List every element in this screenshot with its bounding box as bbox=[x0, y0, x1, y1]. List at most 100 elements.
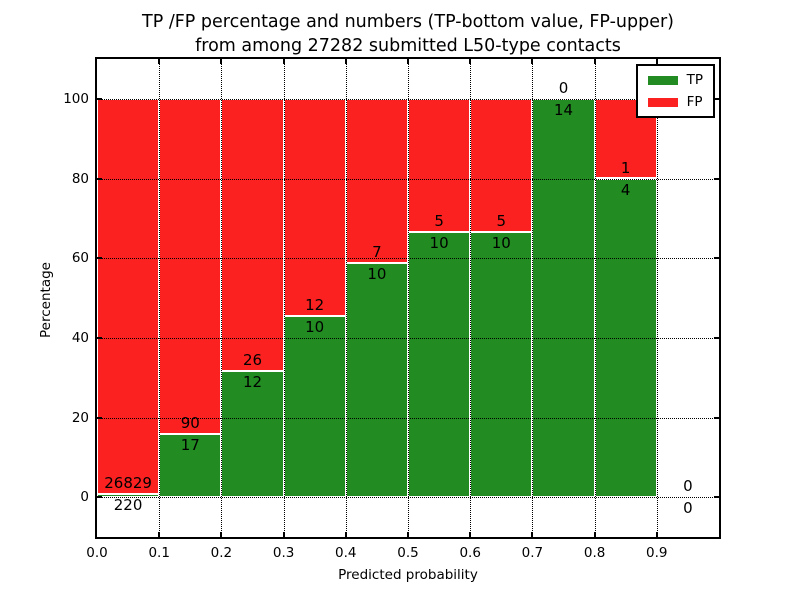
gridline-vertical bbox=[532, 59, 534, 537]
x-tickmark-top bbox=[282, 59, 285, 64]
gridline-vertical bbox=[470, 59, 472, 537]
x-tick-label: 0.8 bbox=[583, 545, 606, 561]
y-tick-label: 80 bbox=[71, 170, 89, 187]
fp-bar-segment bbox=[470, 98, 533, 232]
fp-bar-segment bbox=[283, 98, 346, 317]
y-tickmark-right bbox=[714, 257, 719, 260]
x-tick-label: 0.4 bbox=[335, 545, 357, 561]
tp-bar-segment bbox=[345, 262, 408, 498]
x-tickmark-bottom bbox=[407, 532, 409, 537]
fp-bar-segment bbox=[159, 98, 222, 434]
gridline-vertical bbox=[283, 59, 285, 537]
tp-color-swatch bbox=[647, 75, 678, 85]
gridline-vertical bbox=[656, 59, 658, 537]
x-tickmark-top bbox=[593, 59, 596, 64]
y-tick-label: 100 bbox=[63, 90, 89, 107]
y-tick-label: 20 bbox=[71, 409, 89, 426]
legend-entry-tp: TP bbox=[647, 72, 703, 88]
x-tickmark-bottom bbox=[344, 532, 347, 537]
y-tickmark-left bbox=[97, 97, 102, 100]
fp-count-label: 90 bbox=[180, 413, 200, 432]
tp-bar-segment bbox=[408, 231, 471, 498]
x-tickmark-bottom bbox=[282, 532, 285, 537]
y-tickmark-left bbox=[97, 416, 102, 419]
tp-count-label: 4 bbox=[620, 180, 631, 199]
y-tickmark-right bbox=[714, 496, 719, 499]
gridline-vertical bbox=[345, 59, 347, 537]
x-tickmark-top bbox=[407, 59, 409, 64]
y-tickmark-left bbox=[97, 496, 102, 499]
fp-count-label: 7 bbox=[372, 242, 382, 261]
y-tick-label: 40 bbox=[71, 329, 89, 346]
x-tickmark-bottom bbox=[158, 532, 161, 537]
x-axis-label: Predicted probability bbox=[338, 567, 478, 583]
fp-count-label: 26829 bbox=[104, 473, 152, 492]
fp-color-swatch bbox=[647, 97, 678, 107]
y-tickmark-left bbox=[97, 177, 102, 180]
y-tickmark-right bbox=[714, 336, 719, 339]
gridline-vertical bbox=[408, 59, 409, 537]
y-tickmark-left bbox=[97, 336, 102, 339]
x-tickmark-top bbox=[220, 59, 223, 64]
tp-bar-segment bbox=[283, 316, 346, 498]
plot-area: TP FP 26829 220 90 17 26 12 12 10 7 10 5 10 5 10 0 14 1 4… bbox=[95, 57, 721, 539]
y-tickmark-right bbox=[714, 177, 719, 180]
tp-count-label: 0 bbox=[683, 499, 693, 518]
chart-title-line2: from among 27282 submitted L50-type cont… bbox=[195, 36, 621, 56]
tp-bar-segment bbox=[470, 231, 533, 498]
y-tickmark-right bbox=[714, 416, 719, 419]
fp-bar-segment bbox=[221, 98, 284, 372]
y-tickmark-left bbox=[97, 257, 102, 260]
x-tick-label: 0.2 bbox=[210, 545, 233, 561]
tp-count-label: 10 bbox=[491, 233, 511, 252]
fp-count-label: 5 bbox=[434, 211, 444, 230]
gridline-vertical bbox=[221, 59, 223, 537]
fp-count-label: 0 bbox=[558, 78, 569, 97]
x-tickmark-top bbox=[655, 59, 658, 64]
tp-count-label: 10 bbox=[429, 233, 449, 252]
x-tick-label: 0.6 bbox=[459, 545, 481, 561]
fp-bar-segment bbox=[345, 98, 408, 263]
tp-bar-segment bbox=[159, 433, 222, 498]
x-tick-label: 0.3 bbox=[272, 545, 295, 561]
legend-entry-fp: FP bbox=[647, 94, 703, 110]
x-tickmark-bottom bbox=[593, 532, 596, 537]
x-tickmark-bottom bbox=[220, 532, 223, 537]
y-tick-label: 0 bbox=[80, 489, 89, 506]
gridline-vertical bbox=[159, 59, 161, 537]
x-tick-label: 0.0 bbox=[86, 545, 108, 561]
x-tickmark-bottom bbox=[531, 532, 534, 537]
tp-count-label: 12 bbox=[242, 373, 263, 392]
gridline-vertical bbox=[594, 59, 596, 537]
x-tickmark-bottom bbox=[469, 532, 472, 537]
fp-bar-segment bbox=[97, 98, 160, 494]
fp-count-label: 12 bbox=[305, 296, 325, 315]
x-tick-label: 0.7 bbox=[521, 545, 544, 561]
x-tick-label: 0.1 bbox=[148, 545, 170, 561]
y-tick-label: 60 bbox=[71, 250, 89, 267]
tp-bar-segment bbox=[532, 98, 595, 498]
tp-count-label: 10 bbox=[305, 318, 325, 337]
y-axis-label: Percentage bbox=[38, 262, 54, 338]
y-tickmark-right bbox=[714, 97, 719, 100]
tp-count-label: 220 bbox=[113, 495, 143, 514]
chart-title: TP /FP percentage and numbers (TP-bottom… bbox=[95, 10, 721, 58]
tp-count-label: 10 bbox=[367, 264, 387, 283]
x-tickmark-top bbox=[344, 59, 347, 64]
x-tick-label: 0.9 bbox=[646, 545, 668, 561]
fp-count-label: 0 bbox=[683, 477, 693, 496]
x-tickmark-top bbox=[158, 59, 161, 64]
tp-count-label: 14 bbox=[553, 100, 574, 119]
fp-count-label: 1 bbox=[620, 158, 631, 177]
legend-label-fp: FP bbox=[686, 94, 703, 110]
fp-count-label: 5 bbox=[496, 211, 507, 230]
x-tickmark-bottom bbox=[655, 532, 658, 537]
legend-label-tp: TP bbox=[686, 72, 703, 88]
legend: TP FP bbox=[635, 64, 715, 118]
x-tickmark-top bbox=[469, 59, 472, 64]
tp-bar-segment bbox=[97, 493, 160, 498]
tp-count-label: 17 bbox=[180, 435, 200, 454]
chart-title-line1: TP /FP percentage and numbers (TP-bottom… bbox=[142, 12, 674, 32]
x-tickmark-top bbox=[531, 59, 534, 64]
